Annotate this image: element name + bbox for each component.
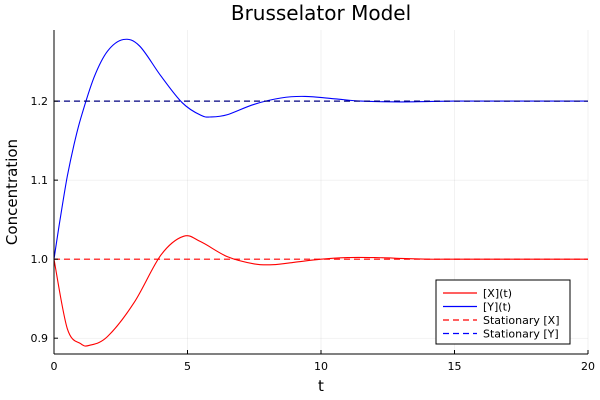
chart-title: Brusselator Model [231,1,411,25]
ticks: 0 5 10 15 20 0.9 1.0 1.1 1.2 [31,95,596,373]
legend-label: [Y](t) [483,301,511,314]
y-tick-label: 1.1 [31,174,49,187]
legend-label: Stationary [X] [483,314,560,327]
y-axis-label: Concentration [3,139,21,245]
x-tick-label: 5 [184,360,191,373]
y-tick-label: 1.2 [31,95,49,108]
legend: [X](t)[Y](t)Stationary [X]Stationary [Y] [435,279,571,345]
x-tick-label: 20 [581,360,595,373]
x-tick-label: 15 [448,360,462,373]
y-tick-label: 1.0 [31,253,49,266]
x-tick-label: 0 [51,360,58,373]
series-line-0 [53,235,588,347]
x-axis-label: t [318,377,324,395]
x-tick-label: 10 [314,360,328,373]
legend-label: Stationary [Y] [483,328,559,341]
y-tick-label: 0.9 [31,332,49,345]
series-layer [53,38,588,347]
legend-label: [X](t) [483,287,512,300]
